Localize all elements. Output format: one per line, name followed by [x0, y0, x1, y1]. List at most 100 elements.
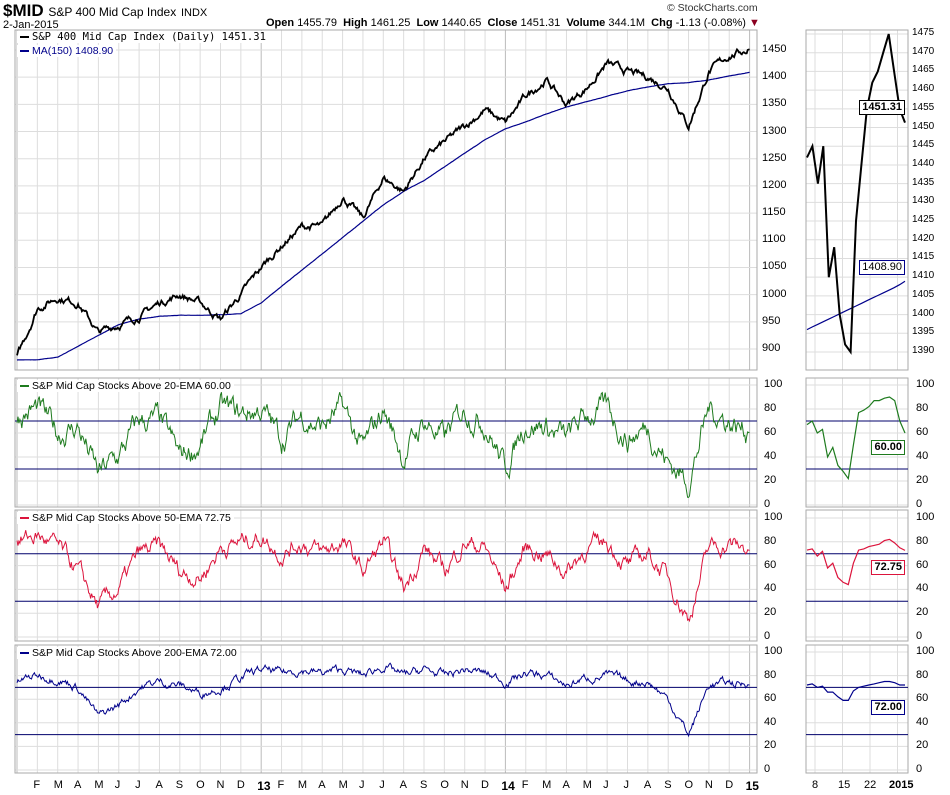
- down-arrow-icon: ▼: [749, 17, 760, 29]
- zoom-y-tick-label: 1435: [912, 176, 935, 188]
- x-tick-label: A: [318, 779, 326, 791]
- x-tick-label: N: [460, 779, 469, 791]
- y-tick-label: 0: [764, 630, 771, 642]
- x-tick-label: O: [440, 779, 449, 791]
- zoom-y-tick-label: 1465: [912, 64, 935, 76]
- x-tick-label: N: [704, 779, 713, 791]
- x-tick-label: J: [603, 779, 609, 791]
- zoom-x-tick-label: 8: [812, 779, 819, 791]
- symbol: $MID: [3, 1, 44, 20]
- panel-frame: [14, 377, 758, 508]
- zoom-y-tick-label: 100: [916, 645, 935, 657]
- x-tick-label: J: [379, 779, 385, 791]
- zoom-panel-frame: [805, 509, 909, 642]
- panel-frame: [14, 29, 758, 371]
- zoom-panel-frame: [805, 377, 909, 508]
- y-tick-label: 80: [764, 402, 777, 414]
- x-tick-label: J: [135, 779, 141, 791]
- zoom-y-tick-label: 0: [916, 630, 923, 642]
- zoom-y-tick-label: 1460: [912, 83, 935, 95]
- zoom-y-tick-label: 60: [916, 692, 929, 705]
- zoom-y-tick-label: 1450: [912, 120, 935, 132]
- zoom-indicator-line-2: [806, 538, 906, 586]
- x-tick-label: A: [562, 779, 570, 791]
- x-tick-label: 13: [257, 779, 271, 793]
- y-tick-label: 1200: [762, 178, 787, 191]
- zoom-y-tick-label: 1390: [912, 345, 935, 356]
- x-tick-label: O: [196, 779, 205, 791]
- zoom-y-tick-label: 1415: [912, 251, 935, 263]
- x-tick-label: A: [399, 779, 407, 791]
- zoom-x-tick-label: 15: [838, 779, 851, 791]
- x-tick-label: D: [725, 779, 734, 791]
- x-tick-label: J: [623, 779, 630, 791]
- x-tick-label: A: [74, 779, 82, 791]
- zoom-y-tick-label: 1470: [912, 45, 935, 57]
- zoom-y-tick-label: 1430: [912, 195, 935, 207]
- zoom-y-tick-label: 20: [916, 474, 929, 486]
- zoom-y-tick-label: 0: [916, 763, 923, 775]
- zoom-y-tick-label: 1395: [912, 326, 935, 338]
- x-tick-label: D: [236, 779, 245, 791]
- x-tick-label: S: [175, 779, 184, 791]
- x-tick-label: M: [582, 779, 592, 791]
- y-tick-label: 1400: [762, 70, 787, 83]
- chart-date: 2-Jan-2015: [3, 19, 59, 31]
- y-tick-label: 40: [764, 450, 777, 462]
- zoom-y-tick-label: 1405: [912, 288, 935, 300]
- zoom-indicator-line-3: [806, 680, 905, 701]
- zoom-y-tick-label: 60: [916, 426, 929, 438]
- indicator-line-3: [16, 662, 750, 738]
- zoom-y-tick-label: 20: [916, 606, 929, 619]
- y-tick-label: 60: [764, 558, 777, 571]
- index-name: S&P 400 Mid Cap Index: [48, 5, 177, 19]
- y-tick-label: 1300: [762, 124, 787, 137]
- zoom-y-tick-label: 60: [916, 558, 929, 571]
- zoom-y-tick-label: 100: [916, 378, 935, 390]
- y-tick-label: 40: [764, 715, 777, 728]
- x-tick-label: M: [53, 779, 63, 791]
- y-tick-label: 100: [764, 645, 783, 657]
- price-line: [16, 47, 750, 356]
- y-tick-label: 1050: [762, 260, 787, 273]
- x-tick-label: S: [664, 779, 672, 791]
- ma150-line: [16, 71, 750, 361]
- indicator-line-1: [16, 391, 750, 498]
- x-tick-label: F: [33, 779, 41, 791]
- zoom-y-tick-label: 1445: [912, 139, 935, 151]
- x-tick-label: A: [155, 779, 163, 791]
- zoom-y-tick-label: 1475: [912, 27, 935, 38]
- y-tick-label: 20: [764, 474, 777, 486]
- last-ema200-tag: 72.00: [871, 700, 905, 715]
- y-tick-label: 0: [764, 498, 771, 510]
- x-tick-label: A: [643, 779, 652, 791]
- y-tick-label: 20: [764, 739, 777, 752]
- zoom-y-tick-label: 1455: [912, 101, 935, 113]
- y-tick-label: 1350: [762, 97, 787, 110]
- zoom-price-line: [806, 33, 906, 355]
- x-tick-label: F: [521, 779, 529, 791]
- zoom-y-tick-label: 1420: [912, 232, 935, 244]
- zoom-y-tick-label: 1410: [912, 270, 935, 282]
- zoom-y-tick-label: 80: [916, 402, 929, 414]
- watermark: © StockCharts.com: [667, 2, 758, 14]
- legend-ema50: S&P Mid Cap Stocks Above 50-EMA 72.75: [17, 512, 234, 524]
- x-tick-label: O: [684, 779, 694, 791]
- zoom-y-tick-label: 1425: [912, 214, 935, 226]
- zoom-y-tick-label: 0: [916, 498, 923, 510]
- zoom-y-tick-label: 40: [916, 715, 929, 728]
- x-tick-label: N: [216, 779, 225, 791]
- x-tick-label: J: [358, 779, 365, 791]
- x-tick-label: M: [297, 779, 308, 791]
- x-tick-label: M: [338, 779, 348, 791]
- zoom-y-tick-label: 40: [916, 450, 929, 462]
- zoom-panel-frame: [805, 644, 909, 774]
- y-tick-label: 60: [764, 426, 777, 438]
- legend-ema20: S&P Mid Cap Stocks Above 20-EMA 60.00: [17, 380, 234, 392]
- last-ma-tag: 1408.90: [859, 260, 905, 275]
- zoom-x-tick-label: 2015: [889, 779, 914, 791]
- x-tick-label: 14: [501, 779, 515, 793]
- y-tick-label: 1450: [762, 43, 787, 55]
